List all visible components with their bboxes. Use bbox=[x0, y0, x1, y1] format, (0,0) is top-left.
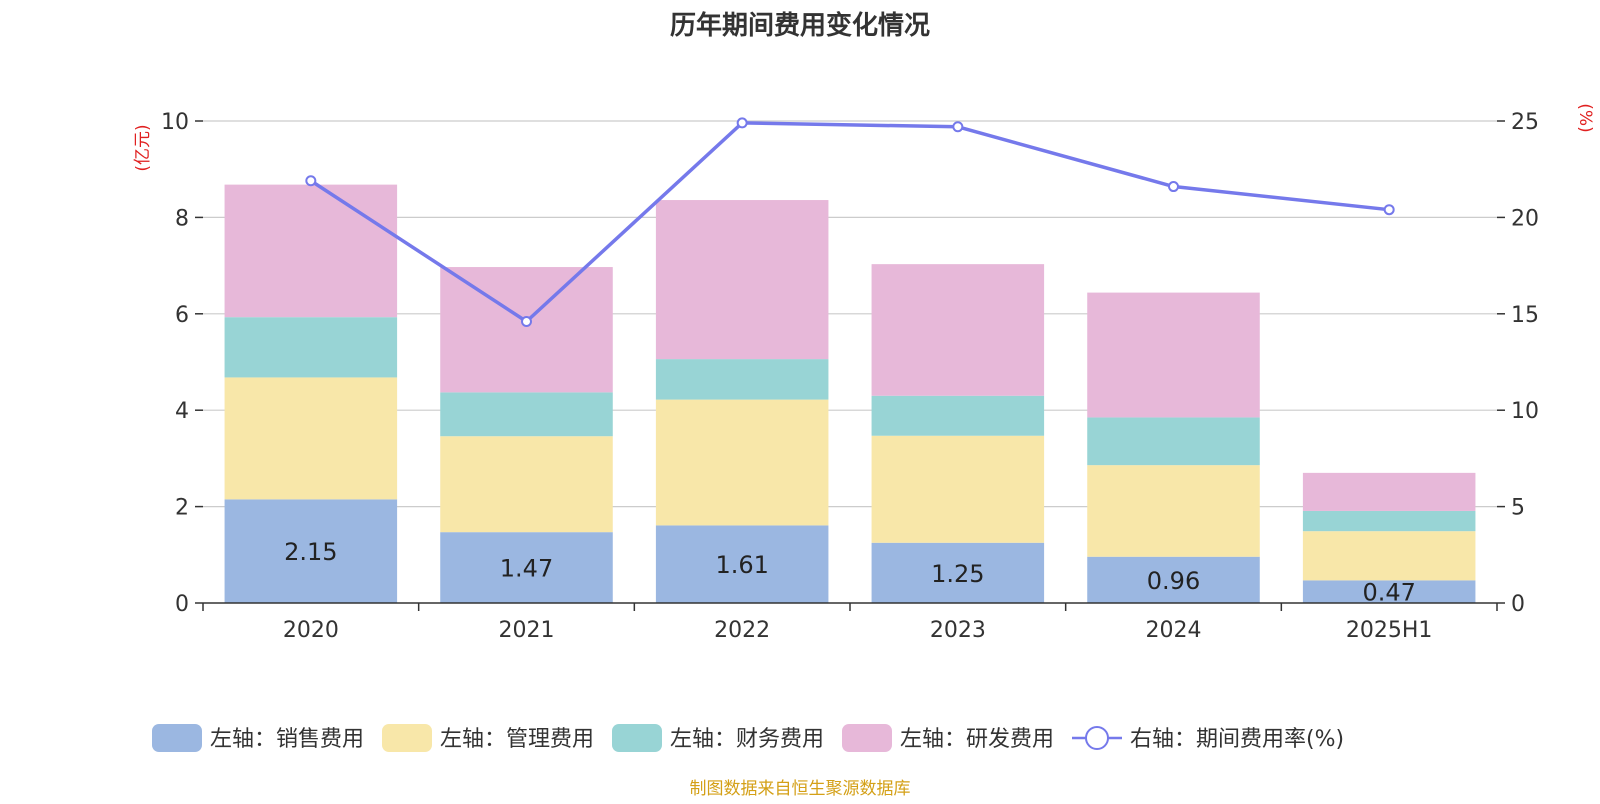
grid-layer bbox=[203, 120, 1497, 508]
y-right-tick-label: 20 bbox=[1511, 206, 1539, 231]
data-label: 0.96 bbox=[1147, 567, 1200, 595]
bar-segment bbox=[440, 532, 613, 603]
line-layer bbox=[305, 117, 1395, 328]
data-label: 1.61 bbox=[715, 551, 768, 579]
y-left-unit: (亿元) bbox=[133, 124, 153, 171]
bar-segment bbox=[440, 267, 613, 393]
bar-segment bbox=[1302, 531, 1476, 581]
legend-label: 左轴：管理费用 bbox=[440, 727, 594, 752]
bar-segment bbox=[224, 317, 398, 378]
legend-swatch bbox=[152, 724, 202, 752]
bar-segment bbox=[871, 435, 1045, 543]
y-left-tick-label: 0 bbox=[175, 592, 189, 617]
bar-segment bbox=[440, 436, 613, 533]
x-tick-label: 2023 bbox=[930, 618, 986, 643]
bar-segment bbox=[1302, 510, 1476, 532]
rate-line bbox=[309, 121, 1390, 324]
bar-segment bbox=[1087, 465, 1260, 557]
bar-segment bbox=[224, 499, 398, 603]
y-right-tick-label: 25 bbox=[1511, 110, 1539, 135]
data-label: 1.25 bbox=[931, 560, 984, 588]
bar-segment bbox=[655, 200, 829, 360]
bar-segment bbox=[655, 359, 829, 400]
legend-swatch bbox=[612, 724, 662, 752]
bar-segment bbox=[655, 399, 829, 526]
y-right-tick-label: 0 bbox=[1511, 592, 1525, 617]
y-right-tick-label: 10 bbox=[1511, 399, 1539, 424]
y-left-tick-label: 4 bbox=[175, 399, 189, 424]
x-tick-label: 2020 bbox=[283, 618, 339, 643]
bar-segment bbox=[655, 525, 829, 603]
x-tick-label: 2025H1 bbox=[1346, 618, 1433, 643]
bar-segment bbox=[871, 395, 1045, 436]
y-left-tick-label: 6 bbox=[175, 303, 189, 328]
bar-segment bbox=[1087, 417, 1260, 466]
bar-segment bbox=[1302, 580, 1476, 603]
data-label: 2.15 bbox=[284, 538, 337, 566]
x-tick-label: 2022 bbox=[714, 618, 770, 643]
bar-segment bbox=[871, 542, 1045, 603]
chart-title: 历年期间费用变化情况 bbox=[670, 10, 930, 41]
legend-label: 右轴：期间费用率(%) bbox=[1130, 727, 1344, 752]
rate-point bbox=[1383, 204, 1395, 216]
axis-layer: 0 2 4 6 8 10 0 5 10 15 20 25 2020 2021 2022 2023 2024 202… bbox=[161, 110, 1539, 643]
rate-point bbox=[736, 117, 748, 129]
legend-label: 左轴：销售费用 bbox=[210, 727, 364, 752]
y-right-unit: (%) bbox=[1575, 103, 1595, 132]
rate-point bbox=[521, 316, 532, 328]
data-label: 0.47 bbox=[1362, 579, 1415, 607]
bar-segment bbox=[224, 184, 398, 318]
y-left-tick-label: 2 bbox=[175, 496, 189, 521]
legend-swatch bbox=[842, 724, 892, 752]
y-left-tick-label: 10 bbox=[161, 110, 189, 135]
bar-segment bbox=[224, 377, 398, 500]
rate-point bbox=[305, 175, 317, 187]
y-right-tick-label: 5 bbox=[1511, 496, 1525, 521]
bars-layer: 2.15 1.47 1.61 1.25 0.96 0.47 bbox=[224, 184, 1476, 607]
bar-segment bbox=[871, 264, 1045, 396]
y-right-tick-label: 15 bbox=[1511, 303, 1539, 328]
source-note: 制图数据来自恒生聚源数据库 bbox=[690, 779, 911, 799]
rate-point bbox=[1168, 181, 1179, 193]
legend: 左轴：销售费用 左轴：管理费用 左轴：财务费用 左轴：研发费用 右轴：期间费用率(%) bbox=[152, 724, 1344, 752]
legend-marker bbox=[1085, 726, 1109, 750]
bar-segment bbox=[440, 392, 613, 437]
x-tick-label: 2024 bbox=[1146, 618, 1202, 643]
legend-swatch bbox=[382, 724, 432, 752]
x-tick-label: 2021 bbox=[499, 618, 555, 643]
legend-label: 左轴：财务费用 bbox=[670, 727, 824, 752]
data-label: 1.47 bbox=[500, 555, 553, 583]
y-left-tick-label: 8 bbox=[175, 206, 189, 231]
bar-segment bbox=[1087, 292, 1260, 418]
bar-segment bbox=[1302, 472, 1476, 511]
bar-segment bbox=[1087, 556, 1260, 603]
legend-label: 左轴：研发费用 bbox=[900, 727, 1054, 752]
rate-point bbox=[952, 121, 964, 133]
